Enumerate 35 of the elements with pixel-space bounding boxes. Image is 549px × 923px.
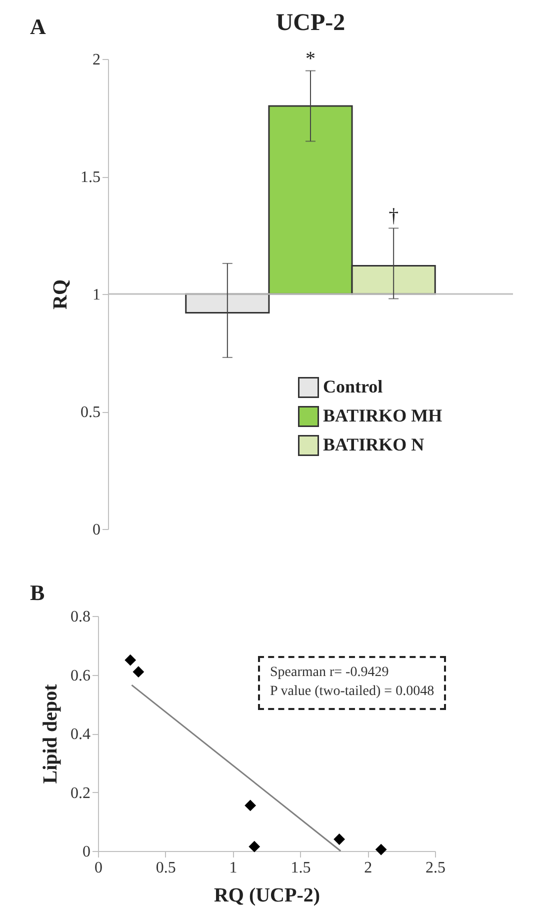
annotation: Spearman r= -0.9429	[270, 664, 390, 682]
y-tick-label: 0.5	[80, 404, 100, 421]
annotation: P value (two-tailed) = 0.0048	[270, 682, 434, 701]
x-tick-label: 0.5	[156, 860, 176, 876]
y-tick-label: 0.4	[70, 726, 90, 743]
text: B	[30, 580, 45, 606]
x-tick-label: 1	[229, 860, 238, 876]
y-axis-title: Lipid depot	[40, 684, 62, 784]
point	[248, 840, 260, 852]
y-tick-label: 1.5	[80, 169, 100, 186]
y-tick-label: 0	[82, 844, 90, 860]
dashed-frame: Spearman r= -0.9429 P value (two-tailed) = 0.0048	[258, 656, 446, 710]
x-tick-label: 2	[364, 860, 372, 876]
annotation: †	[388, 205, 399, 228]
legend-label: Control	[323, 376, 383, 396]
annotation: *	[306, 48, 316, 70]
point	[334, 834, 345, 845]
y-tick-label: 1	[92, 286, 100, 304]
point	[124, 654, 136, 666]
legend-label: BATIRKO MH	[323, 406, 442, 426]
y-axis-title: RQ	[50, 280, 72, 310]
chart-title: UCP-2	[276, 10, 346, 36]
point	[375, 844, 387, 856]
point	[244, 800, 256, 812]
legend-label: BATIRKO N	[323, 434, 424, 454]
point	[132, 666, 144, 678]
y-tick-label: 0.8	[70, 608, 90, 626]
y-tick-label: 0.2	[70, 784, 90, 802]
text: A	[30, 14, 46, 40]
y-tick-label: 2	[92, 52, 100, 68]
x-tick-label: 1.5	[290, 860, 311, 876]
x-tick-label: 2.5	[426, 860, 446, 876]
x-axis-title: RQ (UCP-2)	[214, 884, 320, 906]
y-tick-label: 0	[92, 522, 100, 538]
y-tick-label: 0.6	[70, 667, 90, 684]
